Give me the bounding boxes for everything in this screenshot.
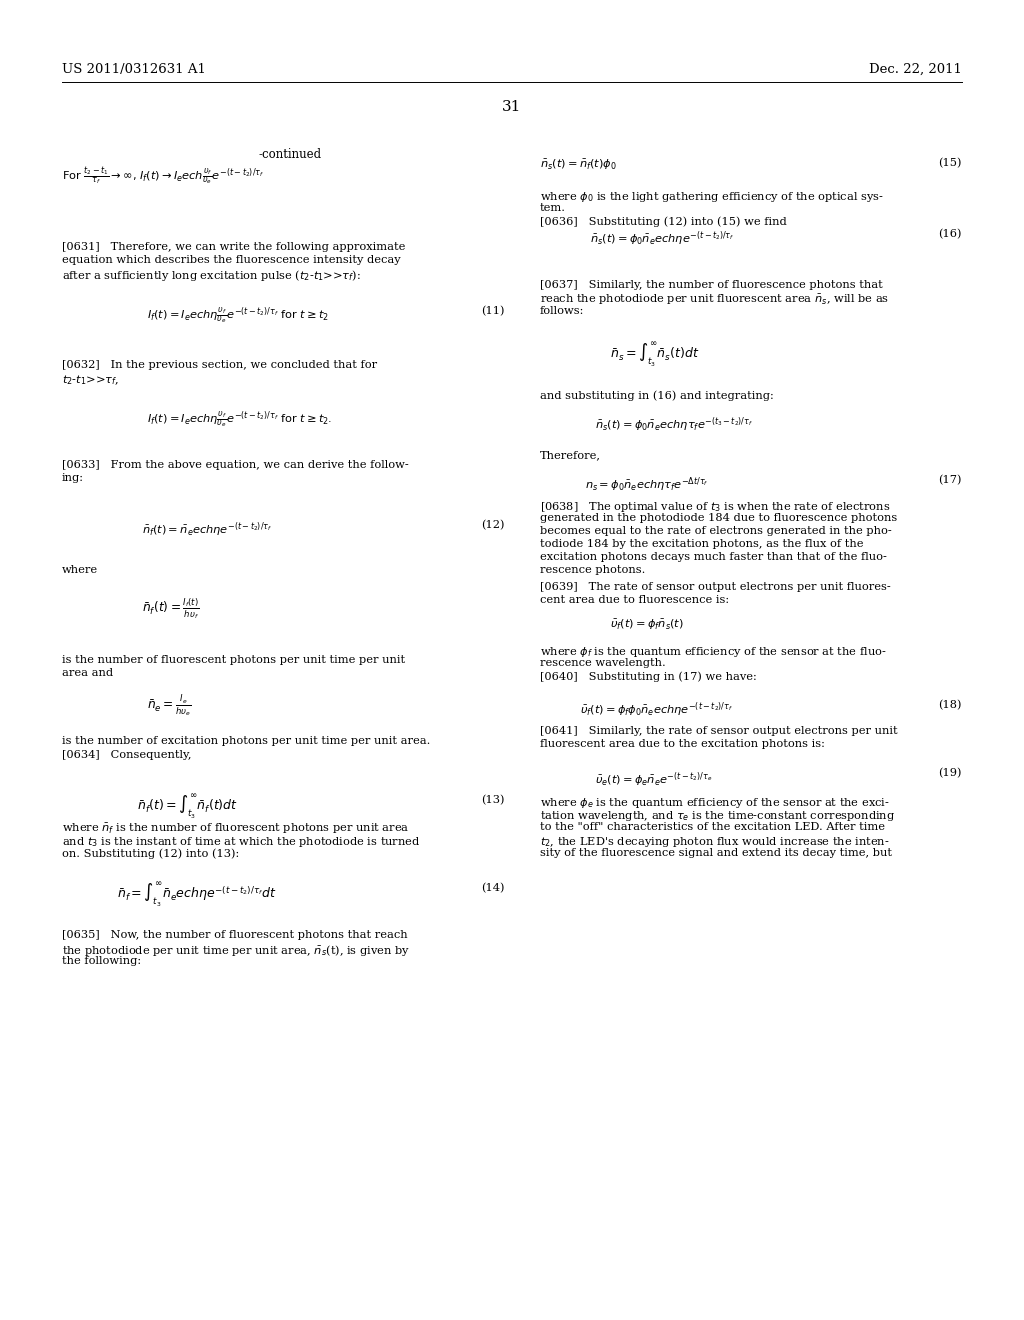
- Text: (18): (18): [939, 700, 962, 710]
- Text: (11): (11): [481, 306, 505, 317]
- Text: $\bar{n}_s(t) = \bar{n}_f(t)\phi_0$: $\bar{n}_s(t) = \bar{n}_f(t)\phi_0$: [540, 158, 616, 172]
- Text: is the number of fluorescent photons per unit time per unit: is the number of fluorescent photons per…: [62, 655, 406, 665]
- Text: $t_2$-$t_1$>>$\tau_f$,: $t_2$-$t_1$>>$\tau_f$,: [62, 374, 119, 387]
- Text: $\bar{\upsilon}_e(t) = \phi_e\bar{n}_e e^{-(t-t_2)/\tau_e}$: $\bar{\upsilon}_e(t) = \phi_e\bar{n}_e e…: [595, 770, 713, 788]
- Text: $I_f(t) = I_e ech\eta\frac{\upsilon_f}{\upsilon_e}e^{-(t-t_2)/\tau_f}$ for $t \g: $I_f(t) = I_e ech\eta\frac{\upsilon_f}{\…: [147, 306, 329, 326]
- Text: the photodiode per unit time per unit area, $\bar{n}_s$(t), is given by: the photodiode per unit time per unit ar…: [62, 942, 411, 958]
- Text: (12): (12): [481, 520, 505, 531]
- Text: 31: 31: [503, 100, 521, 114]
- Text: [0632]   In the previous section, we concluded that for: [0632] In the previous section, we concl…: [62, 360, 377, 370]
- Text: on. Substituting (12) into (13):: on. Substituting (12) into (13):: [62, 847, 240, 858]
- Text: [0640]   Substituting in (17) we have:: [0640] Substituting in (17) we have:: [540, 671, 757, 681]
- Text: area and: area and: [62, 668, 113, 678]
- Text: is the number of excitation photons per unit time per unit area.: is the number of excitation photons per …: [62, 737, 430, 746]
- Text: cent area due to fluorescence is:: cent area due to fluorescence is:: [540, 595, 729, 605]
- Text: generated in the photodiode 184 due to fluorescence photons: generated in the photodiode 184 due to f…: [540, 513, 897, 523]
- Text: where $\phi_0$ is the light gathering efficiency of the optical sys-: where $\phi_0$ is the light gathering ef…: [540, 190, 884, 205]
- Text: where $\phi_e$ is the quantum efficiency of the sensor at the exci-: where $\phi_e$ is the quantum efficiency…: [540, 796, 890, 810]
- Text: [0633]   From the above equation, we can derive the follow-: [0633] From the above equation, we can d…: [62, 459, 409, 470]
- Text: $\bar{n}_f(t) = \int_{t_3}^{\infty}\bar{n}_f(t)dt$: $\bar{n}_f(t) = \int_{t_3}^{\infty}\bar{…: [137, 792, 238, 821]
- Text: $\bar{n}_f(t) = \bar{n}_e ech\eta e^{-(t-t_2)/\tau_f}$: $\bar{n}_f(t) = \bar{n}_e ech\eta e^{-(t…: [142, 520, 272, 539]
- Text: the following:: the following:: [62, 956, 141, 966]
- Text: equation which describes the fluorescence intensity decay: equation which describes the fluorescenc…: [62, 255, 400, 265]
- Text: -continued: -continued: [258, 148, 322, 161]
- Text: For $\frac{t_2-t_1}{\tau_f} \to \infty$, $I_f(t) \to I_e ech\frac{\upsilon_f}{\u: For $\frac{t_2-t_1}{\tau_f} \to \infty$,…: [62, 165, 264, 186]
- Text: $\bar{n}_f(t) = \frac{I_f(t)}{h\upsilon_f}$: $\bar{n}_f(t) = \frac{I_f(t)}{h\upsilon_…: [142, 597, 200, 620]
- Text: ing:: ing:: [62, 473, 84, 483]
- Text: $I_f(t) = I_e ech\eta\frac{\upsilon_f}{\upsilon_e}e^{-(t-t_2)/\tau_f}$ for $t \g: $I_f(t) = I_e ech\eta\frac{\upsilon_f}{\…: [147, 411, 332, 430]
- Text: [0636]   Substituting (12) into (15) we find: [0636] Substituting (12) into (15) we fi…: [540, 216, 786, 227]
- Text: [0631]   Therefore, we can write the following approximate: [0631] Therefore, we can write the follo…: [62, 242, 406, 252]
- Text: [0638]   The optimal value of $t_3$ is when the rate of electrons: [0638] The optimal value of $t_3$ is whe…: [540, 500, 890, 513]
- Text: (15): (15): [939, 158, 962, 169]
- Text: (17): (17): [939, 475, 962, 486]
- Text: $\bar{\upsilon}_f(t) = \phi_f\phi_0\bar{n}_e ech\eta e^{-(t-t_2)/\tau_f}$: $\bar{\upsilon}_f(t) = \phi_f\phi_0\bar{…: [580, 700, 733, 718]
- Text: [0641]   Similarly, the rate of sensor output electrons per unit: [0641] Similarly, the rate of sensor out…: [540, 726, 898, 737]
- Text: fluorescent area due to the excitation photons is:: fluorescent area due to the excitation p…: [540, 739, 825, 748]
- Text: todiode 184 by the excitation photons, as the flux of the: todiode 184 by the excitation photons, a…: [540, 539, 863, 549]
- Text: $\bar{n}_f = \int_{t_3}^{\infty}\bar{n}_e ech\eta e^{-(t-t_2)/\tau_f}dt$: $\bar{n}_f = \int_{t_3}^{\infty}\bar{n}_…: [117, 880, 276, 908]
- Text: to the "off" characteristics of the excitation LED. After time: to the "off" characteristics of the exci…: [540, 822, 885, 832]
- Text: excitation photons decays much faster than that of the fluo-: excitation photons decays much faster th…: [540, 552, 887, 562]
- Text: where $\phi_f$ is the quantum efficiency of the sensor at the fluo-: where $\phi_f$ is the quantum efficiency…: [540, 645, 887, 659]
- Text: (19): (19): [939, 768, 962, 779]
- Text: [0635]   Now, the number of fluorescent photons that reach: [0635] Now, the number of fluorescent ph…: [62, 931, 408, 940]
- Text: $\bar{n}_e = \frac{I_e}{h\upsilon_e}$: $\bar{n}_e = \frac{I_e}{h\upsilon_e}$: [147, 694, 191, 719]
- Text: (16): (16): [939, 228, 962, 239]
- Text: where $\bar{n}_f$ is the number of fluorescent photons per unit area: where $\bar{n}_f$ is the number of fluor…: [62, 822, 410, 837]
- Text: $t_2$, the LED's decaying photon flux would increase the inten-: $t_2$, the LED's decaying photon flux wo…: [540, 836, 890, 849]
- Text: US 2011/0312631 A1: US 2011/0312631 A1: [62, 63, 206, 77]
- Text: (14): (14): [481, 883, 505, 894]
- Text: $n_s = \phi_0\bar{n}_e ech\eta\tau_f e^{-\Delta t/\tau_f}$: $n_s = \phi_0\bar{n}_e ech\eta\tau_f e^{…: [585, 475, 709, 494]
- Text: [0639]   The rate of sensor output electrons per unit fluores-: [0639] The rate of sensor output electro…: [540, 582, 891, 591]
- Text: [0637]   Similarly, the number of fluorescence photons that: [0637] Similarly, the number of fluoresc…: [540, 280, 883, 290]
- Text: sity of the fluorescence signal and extend its decay time, but: sity of the fluorescence signal and exte…: [540, 847, 892, 858]
- Text: after a sufficiently long excitation pulse ($t_2$-$t_1$>>$\tau_f$):: after a sufficiently long excitation pul…: [62, 268, 360, 282]
- Text: $\bar{n}_s(t) = \phi_0\bar{n}_e ech\eta e^{-(t-t_2)/\tau_f}$: $\bar{n}_s(t) = \phi_0\bar{n}_e ech\eta …: [590, 228, 734, 248]
- Text: Therefore,: Therefore,: [540, 450, 601, 459]
- Text: Dec. 22, 2011: Dec. 22, 2011: [869, 63, 962, 77]
- Text: rescence wavelength.: rescence wavelength.: [540, 657, 666, 668]
- Text: $\bar{n}_s = \int_{t_3}^{\infty}\bar{n}_s(t)dt$: $\bar{n}_s = \int_{t_3}^{\infty}\bar{n}_…: [610, 341, 699, 368]
- Text: and $t_3$ is the instant of time at which the photodiode is turned: and $t_3$ is the instant of time at whic…: [62, 836, 421, 849]
- Text: tation wavelength, and $\tau_e$ is the time-constant corresponding: tation wavelength, and $\tau_e$ is the t…: [540, 809, 895, 822]
- Text: where: where: [62, 565, 98, 576]
- Text: (13): (13): [481, 795, 505, 805]
- Text: [0634]   Consequently,: [0634] Consequently,: [62, 750, 191, 760]
- Text: $\bar{\upsilon}_f(t) = \phi_f\bar{n}_s(t)$: $\bar{\upsilon}_f(t) = \phi_f\bar{n}_s(t…: [610, 618, 684, 632]
- Text: becomes equal to the rate of electrons generated in the pho-: becomes equal to the rate of electrons g…: [540, 525, 892, 536]
- Text: reach the photodiode per unit fluorescent area $\bar{n}_s$, will be as: reach the photodiode per unit fluorescen…: [540, 293, 889, 308]
- Text: and substituting in (16) and integrating:: and substituting in (16) and integrating…: [540, 389, 774, 400]
- Text: rescence photons.: rescence photons.: [540, 565, 645, 576]
- Text: tem.: tem.: [540, 203, 566, 213]
- Text: $\bar{n}_s(t) = \phi_0\bar{n}_e ech\eta\tau_f e^{-(t_3-t_2)/\tau_f}$: $\bar{n}_s(t) = \phi_0\bar{n}_e ech\eta\…: [595, 414, 753, 433]
- Text: follows:: follows:: [540, 306, 585, 315]
